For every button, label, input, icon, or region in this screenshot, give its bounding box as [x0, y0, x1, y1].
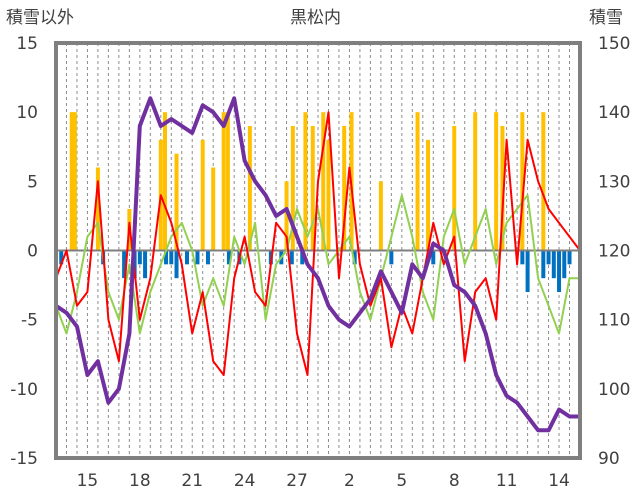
bar	[500, 126, 505, 251]
y-left-tick-label: 0	[27, 242, 38, 262]
bar	[520, 250, 525, 265]
bar	[289, 250, 294, 265]
y-right-tick-label: 90	[598, 449, 620, 469]
bar	[226, 250, 231, 265]
bar	[541, 250, 546, 279]
left-axis-title: 積雪以外	[6, 8, 74, 28]
bar	[494, 112, 499, 251]
bar	[326, 139, 331, 251]
bar	[195, 250, 200, 265]
bar	[303, 112, 308, 251]
series-line	[54, 96, 580, 433]
y-right-tick-label: 100	[598, 380, 630, 400]
series-line	[55, 194, 580, 335]
bar	[415, 112, 420, 251]
y-right-tick-label: 110	[598, 311, 630, 331]
bar	[169, 250, 174, 265]
bar	[557, 250, 562, 292]
bar	[342, 126, 347, 251]
bar	[431, 250, 436, 265]
y-left-tick-label: 10	[16, 103, 38, 123]
bar	[225, 112, 230, 251]
bar	[300, 250, 305, 265]
series-line	[55, 111, 581, 376]
bar	[473, 112, 478, 251]
bar	[310, 126, 315, 251]
y-left-tick-label: -10	[10, 380, 38, 400]
bar	[221, 112, 226, 251]
bar	[525, 250, 530, 292]
bar	[567, 250, 572, 265]
plot-frame	[54, 41, 582, 460]
right-axis-title: 積雪	[589, 8, 623, 28]
bar	[164, 250, 169, 265]
bar	[162, 112, 167, 251]
bar	[200, 139, 205, 251]
bar	[122, 250, 127, 279]
bar	[174, 250, 179, 279]
bar	[185, 250, 189, 265]
x-tick-label: 24	[234, 471, 256, 491]
bar	[551, 250, 556, 279]
bar	[546, 250, 551, 265]
y-right-tick-label: 150	[598, 34, 630, 54]
bar	[290, 126, 295, 251]
y-right-tick-label: 130	[598, 172, 630, 192]
bar	[59, 250, 64, 265]
y-right-tick-label: 120	[598, 242, 630, 262]
x-tick-label: 21	[181, 471, 203, 491]
bar	[378, 181, 383, 251]
bar	[520, 112, 525, 251]
x-tick-label: 2	[344, 471, 355, 491]
bar	[137, 250, 142, 265]
bar	[389, 250, 394, 265]
y-left-tick-label: 5	[27, 172, 38, 192]
x-tick-label: 15	[77, 471, 99, 491]
bar	[426, 139, 431, 251]
bar	[95, 167, 100, 251]
x-tick-label: 18	[129, 471, 151, 491]
bar	[452, 126, 457, 251]
x-tick-label: 14	[548, 471, 570, 491]
y-left-tick-label: -5	[21, 311, 38, 331]
bar	[541, 112, 546, 251]
bar	[321, 112, 326, 251]
y-left-tick-label: 15	[16, 34, 38, 54]
bar	[72, 112, 77, 251]
x-tick-label: 8	[449, 471, 460, 491]
y-right-tick-label: 140	[598, 103, 630, 123]
bar	[69, 112, 74, 251]
bar	[284, 181, 289, 251]
bar	[174, 153, 179, 251]
chart-title: 黒松内	[290, 8, 341, 28]
y-left-tick-label: -15	[10, 449, 38, 469]
x-tick-label: 27	[286, 471, 308, 491]
bar	[143, 250, 148, 279]
x-tick-label: 5	[396, 471, 407, 491]
bar	[211, 167, 216, 251]
bar	[562, 250, 567, 279]
bar	[352, 250, 357, 265]
bar	[205, 250, 210, 265]
x-tick-label: 11	[496, 471, 518, 491]
bar	[247, 126, 252, 251]
